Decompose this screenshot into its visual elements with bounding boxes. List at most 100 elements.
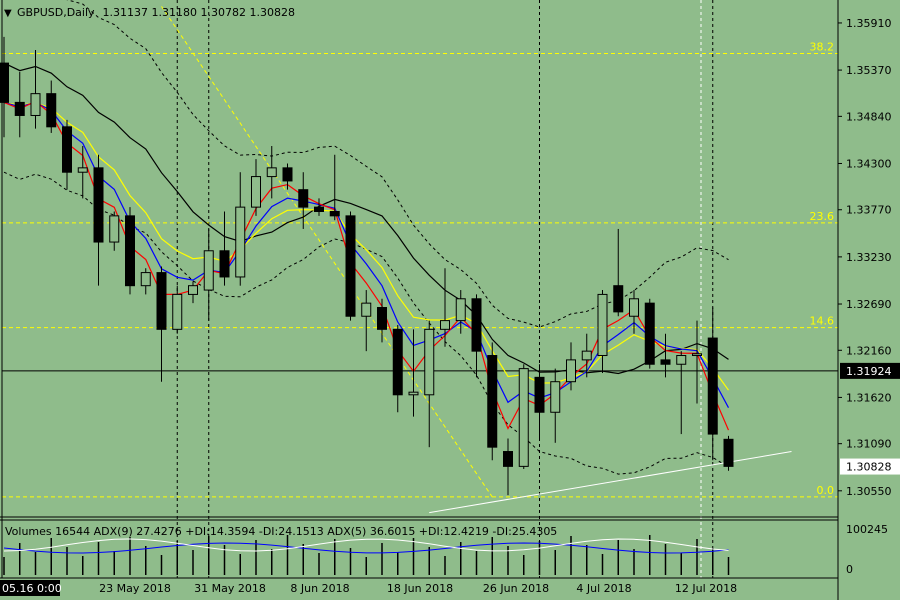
candle-body <box>125 215 135 287</box>
price-tick-label: 1.34840 <box>846 110 892 123</box>
candle-body <box>235 206 246 278</box>
chart-header: ▼ GBPUSD,Daily 1.31137 1.31180 1.30782 1.… <box>4 6 295 19</box>
candle-body <box>455 298 466 322</box>
upper-band-line <box>66 0 729 328</box>
time-axis-label: 8 Jun 2018 <box>290 582 349 595</box>
price-tick-label: 1.35910 <box>846 17 892 30</box>
candle-body <box>550 381 561 413</box>
ema-mid-line <box>3 101 730 408</box>
candle-body <box>707 337 718 435</box>
candle-body <box>408 391 419 396</box>
time-axis-label: 26 Jun 2018 <box>483 582 549 595</box>
fib-level-label: 14.6 <box>810 315 835 328</box>
candle-body <box>613 285 624 313</box>
candle-body <box>219 250 230 278</box>
crosshair-price-box <box>840 362 900 379</box>
fib-trend-line <box>161 6 493 498</box>
candle-body <box>140 272 151 287</box>
candle-body <box>644 302 655 365</box>
ohlc-values: 1.31137 1.31180 1.30782 1.30828 <box>103 6 295 19</box>
candle-body <box>0 62 9 103</box>
candle-body <box>487 355 498 448</box>
price-tick-label: 1.30550 <box>846 485 892 498</box>
price-tick-label: 1.35370 <box>846 64 892 77</box>
candle-body <box>314 206 324 212</box>
candle-body <box>629 298 639 317</box>
lower-band-line <box>3 171 729 475</box>
candle-body <box>471 298 482 352</box>
price-tick-label: 1.31620 <box>846 391 892 404</box>
volume-axis-label: 100245 <box>846 523 888 536</box>
candle-body <box>440 320 450 330</box>
candle-body <box>172 293 183 330</box>
candle-body <box>62 126 72 173</box>
candle-body <box>503 451 513 467</box>
crosshair-price-label: 1.31924 <box>846 365 892 378</box>
price-tick-label: 1.34300 <box>846 157 892 170</box>
fib-level-label: 38.2 <box>810 41 835 54</box>
volume-axis-label: 0 <box>846 563 853 576</box>
candle-body <box>251 176 261 208</box>
candle-body <box>77 167 88 173</box>
candle-body <box>329 210 340 217</box>
candle-body <box>14 101 25 116</box>
symbol-label: GBPUSD,Daily <box>17 6 95 19</box>
candle-body <box>298 189 309 208</box>
candle-body <box>581 350 592 361</box>
candle-body <box>534 376 545 413</box>
price-tick-label: 1.31090 <box>846 438 892 451</box>
candle-body <box>46 93 57 128</box>
candle-body <box>566 359 576 383</box>
price-tick-label: 1.33230 <box>846 251 892 264</box>
adx-main-line <box>3 542 729 554</box>
ema-slow-line <box>3 101 729 391</box>
time-axis: 05.16 0:00 23 May 2018 31 May 2018 8 Jun 20… <box>0 580 737 596</box>
current-price-label: 1.30828 <box>846 461 892 474</box>
time-axis-label: 23 May 2018 <box>99 582 171 595</box>
fib-level-label: 23.6 <box>810 210 835 223</box>
time-axis-label: 31 May 2018 <box>194 582 266 595</box>
current-price-box <box>840 458 900 475</box>
candle-body <box>692 353 702 357</box>
candle-body <box>660 359 671 365</box>
candle-body <box>266 167 277 178</box>
candle-body <box>377 307 387 330</box>
price-labels: 1.31924 1.30828 <box>840 362 900 475</box>
time-axis-label: 4 Jul 2018 <box>576 582 631 595</box>
time-cursor-box <box>0 580 60 596</box>
candle-body <box>30 93 41 116</box>
time-axis-label: 18 Jun 2018 <box>387 582 453 595</box>
time-axis-label: 05.16 0:00 <box>2 582 62 595</box>
candle-body <box>518 368 529 467</box>
candle-body <box>723 438 734 467</box>
fibonacci-levels: 38.2 23.6 14.6 0.0 <box>2 6 838 498</box>
dropdown-arrow-icon[interactable]: ▼ <box>4 8 12 19</box>
candle-body <box>676 355 687 365</box>
price-tick-label: 1.32690 <box>846 298 892 311</box>
time-axis-label: 12 Jul 2018 <box>675 582 737 595</box>
adx-alt-line <box>3 538 729 552</box>
indicator-header: Volumes 16544 ADX(9) 27.4276 +DI:14.3594… <box>5 525 557 538</box>
candle-body <box>188 285 198 295</box>
candle-body <box>109 215 120 243</box>
envelope-bands <box>3 0 729 475</box>
fib-level-label: 0.0 <box>817 484 835 497</box>
indicator-panel: 100245 0 <box>3 523 888 576</box>
candle-body <box>597 293 608 357</box>
sma-long-line <box>3 62 729 375</box>
moving-averages <box>3 62 730 431</box>
grid-lines <box>176 0 714 578</box>
candle-body <box>345 215 356 317</box>
candle-body <box>392 328 403 396</box>
candle-body <box>93 167 104 243</box>
candle-body <box>361 302 372 317</box>
candle-body <box>156 272 167 330</box>
candle-body <box>282 167 293 182</box>
price-tick-label: 1.33770 <box>846 204 892 217</box>
candles <box>0 36 734 496</box>
ema-fast-line <box>3 100 730 431</box>
candle-body <box>424 328 435 396</box>
